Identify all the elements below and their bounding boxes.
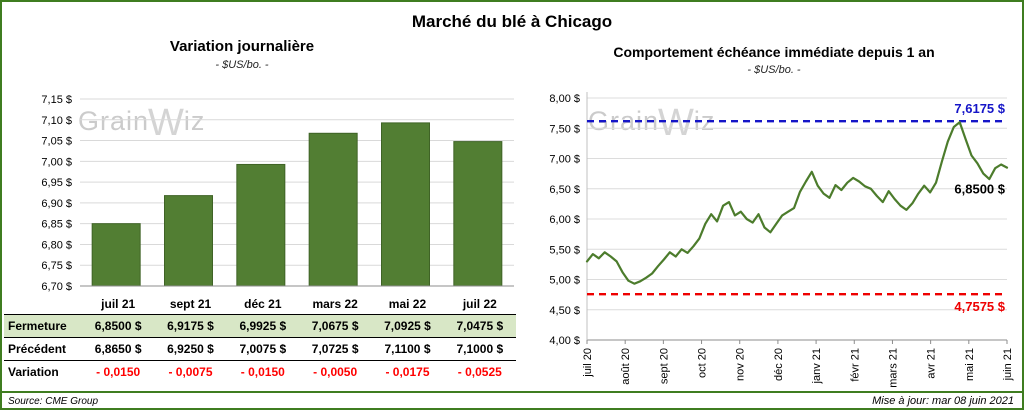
fermeture-value-2: 6,9925 $ bbox=[226, 314, 299, 338]
x-tick-label: juin 21 bbox=[1002, 348, 1014, 381]
variation-value-0: - 0,0150 bbox=[96, 365, 141, 379]
left-chart-title: Variation journalière bbox=[169, 38, 315, 55]
y-tick-label: 4,50 $ bbox=[549, 305, 580, 317]
right-chart-title: Comportement échéance immédiate depuis 1… bbox=[613, 44, 935, 60]
bar-sept 21 bbox=[164, 195, 213, 287]
y-tick-label: 5,50 $ bbox=[549, 244, 580, 256]
column-header-2: déc 21 bbox=[226, 294, 299, 315]
x-tick-label: sept 20 bbox=[658, 348, 670, 384]
daily-variation-bar-chart: 6,70 $ 6,75 $ 6,80 $ 6,85 $ 6,90 $ 6,95 $ 7,00… bbox=[41, 94, 514, 292]
footer-divider bbox=[2, 391, 1022, 393]
bar-juil 21 bbox=[91, 223, 141, 287]
precedent-value-0: 6,8650 $ bbox=[82, 337, 155, 361]
y-tick-label: 6,85 $ bbox=[41, 219, 72, 231]
row-label-fermeture: Fermeture bbox=[4, 314, 82, 338]
precedent-value-1: 6,9250 $ bbox=[154, 337, 227, 361]
x-tick-label: mars 21 bbox=[887, 348, 899, 388]
row-label-precedent: Précédent bbox=[4, 337, 82, 361]
column-header-5: juil 22 bbox=[443, 294, 516, 315]
fermeture-value-5: 7,0475 $ bbox=[443, 314, 516, 338]
row-label-variation: Variation bbox=[8, 365, 59, 379]
variation-value-1: - 0,0075 bbox=[168, 365, 213, 379]
watermark-text: Grain bbox=[78, 106, 150, 136]
column-header-3: mars 22 bbox=[298, 294, 372, 315]
source-note: Source: CME Group bbox=[8, 396, 99, 407]
variation-value-3: - 0,0050 bbox=[313, 365, 358, 379]
grainwiz-watermark-right: GrainWiz bbox=[588, 102, 715, 145]
y-tick-label: 5,00 $ bbox=[549, 275, 580, 287]
one-year-line-chart: 4,00 $ 4,50 $ 5,00 $ 5,50 $ 6,00 $ 6,50 $ 7,00… bbox=[549, 92, 1014, 388]
y-tick-label: 7,10 $ bbox=[41, 115, 72, 127]
y-tick-label: 8,00 $ bbox=[549, 93, 580, 105]
x-tick-label: oct 20 bbox=[697, 348, 709, 378]
precedent-value-3: 7,0725 $ bbox=[298, 337, 372, 361]
column-header-4: mai 22 bbox=[371, 294, 444, 315]
fermeture-value-1: 6,9175 $ bbox=[154, 314, 227, 338]
y-tick-label: 6,00 $ bbox=[549, 214, 580, 226]
fermeture-value-0: 6,8500 $ bbox=[82, 314, 155, 338]
precedent-value-5: 7,1000 $ bbox=[443, 337, 516, 361]
table-row-fermeture: Fermeture 6,8500 $6,9175 $6,9925 $7,0675 … bbox=[4, 314, 516, 338]
update-note: Mise à jour: mar 08 juin 2021 bbox=[872, 395, 1014, 407]
y-tick-label: 6,50 $ bbox=[549, 184, 580, 196]
x-tick-label: mai 21 bbox=[964, 348, 976, 381]
price-series-line bbox=[585, 121, 1009, 285]
y-tick-label: 7,00 $ bbox=[41, 156, 72, 168]
table-row-variation: Variation - 0,0150 - 0,0075 - 0,0150 - 0,005… bbox=[4, 361, 516, 384]
y-tick-label: 7,05 $ bbox=[41, 136, 72, 148]
x-tick-label: nov 20 bbox=[735, 348, 747, 381]
watermark-peak-icon: W bbox=[658, 102, 695, 144]
table-row-precedent: Précédent 6,8650 $6,9250 $7,0075 $7,0725 … bbox=[4, 337, 516, 361]
variation-value-4: - 0,0175 bbox=[385, 365, 430, 379]
fermeture-value-4: 7,0925 $ bbox=[371, 314, 444, 338]
y-tick-label: 7,50 $ bbox=[549, 123, 580, 135]
bar-mai 22 bbox=[381, 122, 430, 287]
low-reference-label: 4,7575 $ bbox=[954, 299, 1005, 314]
y-tick-label: 6,80 $ bbox=[41, 239, 72, 251]
fermeture-value-3: 7,0675 $ bbox=[298, 314, 372, 338]
y-tick-label: 6,90 $ bbox=[41, 198, 72, 210]
x-tick-label: juil 20 bbox=[582, 348, 594, 378]
y-tick-label: 6,95 $ bbox=[41, 177, 72, 189]
high-reference-label: 7,6175 $ bbox=[954, 101, 1005, 116]
bar-mars 22 bbox=[308, 132, 358, 287]
x-tick-label: déc 20 bbox=[773, 348, 785, 381]
price-table: juil 21 sept 21 déc 21 mars 22 mai 22 juil 22… bbox=[4, 294, 516, 383]
column-header-0: juil 21 bbox=[82, 294, 155, 315]
variation-value-2: - 0,0150 bbox=[240, 365, 285, 379]
table-header-row: juil 21 sept 21 déc 21 mars 22 mai 22 juil 22 bbox=[4, 294, 516, 315]
right-chart-subtitle: - $US/bo. - bbox=[747, 64, 801, 76]
y-tick-label: 7,00 $ bbox=[549, 154, 580, 166]
bar-juil 22 bbox=[453, 141, 503, 287]
precedent-value-2: 7,0075 $ bbox=[226, 337, 299, 361]
x-tick-label: août 20 bbox=[620, 348, 632, 385]
y-tick-label: 7,15 $ bbox=[41, 94, 72, 106]
y-tick-label: 6,75 $ bbox=[41, 260, 72, 272]
y-tick-label: 6,70 $ bbox=[41, 281, 72, 292]
last-value-label: 6,8500 $ bbox=[954, 182, 1005, 197]
grainwiz-watermark-left: GrainWiz bbox=[78, 102, 205, 145]
bar-déc 21 bbox=[236, 163, 286, 287]
table-corner-cell bbox=[4, 294, 82, 315]
left-chart-subtitle: - $US/bo. - bbox=[215, 59, 269, 71]
y-tick-label: 4,00 $ bbox=[549, 335, 580, 347]
column-header-1: sept 21 bbox=[154, 294, 227, 315]
watermark-peak-icon: W bbox=[148, 102, 185, 144]
watermark-text: iz bbox=[183, 106, 206, 136]
x-tick-label: avr 21 bbox=[926, 348, 938, 379]
x-tick-label: janv 21 bbox=[811, 348, 823, 384]
x-tick-label: févr 21 bbox=[849, 348, 861, 382]
page-title: Marché du blé à Chicago bbox=[411, 12, 613, 31]
variation-value-5: - 0,0525 bbox=[457, 365, 502, 379]
precedent-value-4: 7,1100 $ bbox=[371, 337, 444, 361]
